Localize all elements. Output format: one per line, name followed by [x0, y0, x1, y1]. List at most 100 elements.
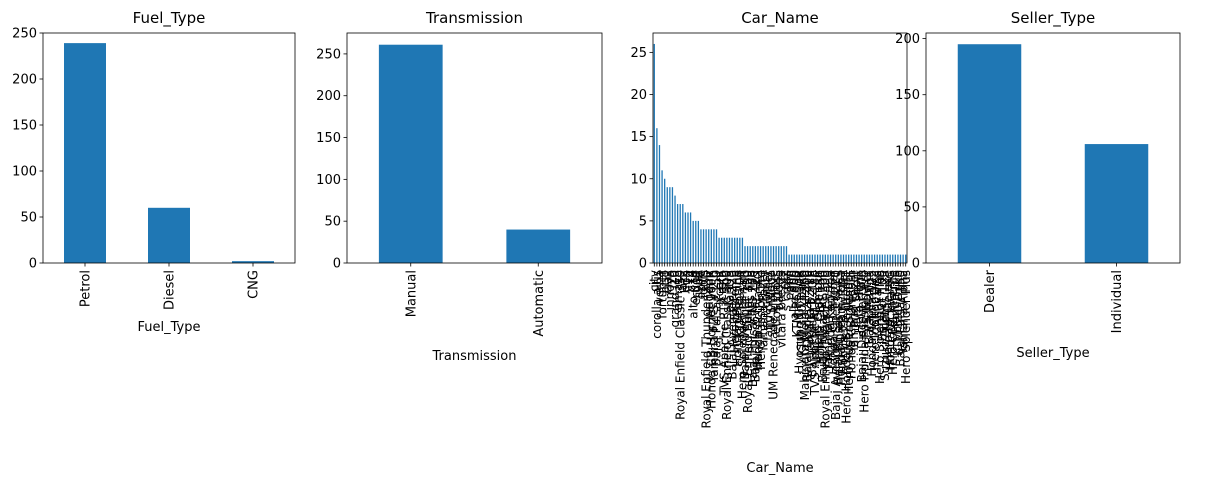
bar [736, 237, 738, 263]
axes-frame [346, 32, 603, 264]
bar [64, 43, 106, 264]
y-tick-label: 250 [12, 27, 37, 42]
x-tick-label: i10 [681, 270, 695, 289]
x-tick-label: alto 800 [787, 270, 801, 319]
x-tick-label: Honda Karizma [824, 270, 838, 361]
bar [656, 128, 658, 263]
bar [824, 254, 827, 263]
x-tick-label: Individual [1110, 270, 1125, 333]
x-tick-label: Hero Honda Passion Pro [857, 270, 871, 413]
x-tick-label: Royal Enfield Thunder 350 [699, 270, 713, 428]
y-tick-label: 200 [895, 32, 920, 47]
bar [679, 204, 681, 263]
x-tick-label: ignis [697, 270, 711, 298]
bar [819, 254, 821, 263]
bar [772, 246, 775, 263]
x-tick-label: Petrol [79, 270, 94, 307]
x-tick-label: Honda Activa 4G [751, 270, 765, 371]
x-tick-label: Diesel [163, 270, 178, 310]
x-tick-label: eon [679, 270, 693, 292]
bar [806, 254, 808, 263]
bar [378, 44, 443, 264]
bar [1084, 144, 1149, 263]
bar [671, 187, 674, 263]
x-tick-label: dzire [694, 270, 708, 299]
bar [791, 254, 793, 263]
x-tick-label: ciaz [660, 270, 674, 294]
chart-title: Fuel_Type [133, 9, 206, 28]
x-tick-label: land cruiser [762, 270, 776, 341]
x-tick-label: Bajaj Pulsar 135 LS [832, 270, 846, 385]
y-tick-label: 100 [895, 144, 920, 159]
bar [845, 254, 847, 263]
x-tick-label: CNG [247, 270, 262, 299]
bar [785, 246, 788, 263]
bar [863, 254, 865, 263]
x-tick-label: brio [658, 270, 672, 293]
bar [957, 44, 1022, 263]
bar [700, 229, 702, 263]
x-tick-label: Hero Ignitor Disc [868, 270, 882, 371]
bar [840, 254, 842, 263]
bar [708, 229, 710, 263]
bar [692, 220, 694, 263]
x-tick-label: Honda CB Unicorn [844, 270, 858, 379]
bar [827, 254, 829, 263]
y-tick-label: 0 [29, 257, 37, 272]
bar [770, 246, 772, 263]
bar [848, 254, 850, 263]
x-tick-label: KTM 390 Duke [891, 270, 905, 356]
bar [695, 220, 697, 263]
x-axis-label: Seller_Type [1016, 346, 1089, 361]
x-tick-label: Bajaj Avenger 220 [725, 270, 739, 380]
bar [853, 254, 855, 263]
x-tick-label: Hero Splender iSmart [736, 270, 750, 399]
bar [816, 254, 819, 263]
x-tick-label: Bajaj Discover 100 [855, 270, 869, 382]
bar [676, 204, 679, 263]
x-tick-label: Bajaj Discover 125 [749, 270, 763, 382]
x-tick-label: KTM 390 Duke [795, 270, 809, 356]
bar [798, 254, 801, 263]
y-tick-label: 0 [639, 257, 647, 272]
x-tick-label: TVS Wego [764, 270, 778, 331]
x-tick-label: Royal Enfield Thunder 500 [819, 270, 833, 428]
bar [715, 229, 718, 263]
bar [886, 254, 889, 263]
bar [814, 254, 816, 263]
x-tick-label: corolla altis [650, 270, 664, 339]
bar [733, 237, 736, 263]
x-tick-label: omni [782, 270, 796, 300]
bar [741, 237, 744, 263]
bar [850, 254, 852, 263]
bar [775, 246, 777, 263]
x-tick-label: verna [653, 270, 667, 304]
x-tick-label: Honda Dream Yuga [834, 270, 848, 385]
chart-panel-1: 0 50 100 150 200 250 Petrol Diesel CNG Fuel_Type F… [12, 9, 296, 335]
bar [731, 237, 733, 263]
x-tick-label: Automatic [532, 270, 547, 337]
bar [658, 145, 661, 263]
x-tick-label: Bajaj Dominar 400 [800, 270, 814, 382]
y-tick-label: 250 [316, 47, 341, 62]
bar [754, 246, 757, 263]
x-tick-label: innova [663, 270, 677, 310]
x-tick-label: Honda CB Hornet 160R [705, 270, 719, 409]
bar [897, 254, 899, 263]
x-tick-label: amaze [671, 270, 685, 310]
x-tick-label: Yamaha FZ v 2.0 [821, 270, 835, 371]
bar [752, 246, 754, 263]
x-tick-label: ritz [777, 270, 791, 289]
bar [718, 237, 720, 263]
chart-title: Transmission [425, 9, 523, 27]
bar [905, 254, 907, 263]
bar [232, 261, 274, 263]
bar [793, 254, 795, 263]
x-tick-label: Suzuki Access 125 [878, 270, 892, 381]
bar [721, 237, 723, 263]
y-tick-label: 150 [895, 88, 920, 103]
x-tick-label: Bajaj Pulsar 150 [710, 270, 724, 367]
bar [697, 220, 700, 263]
bar [899, 254, 902, 263]
